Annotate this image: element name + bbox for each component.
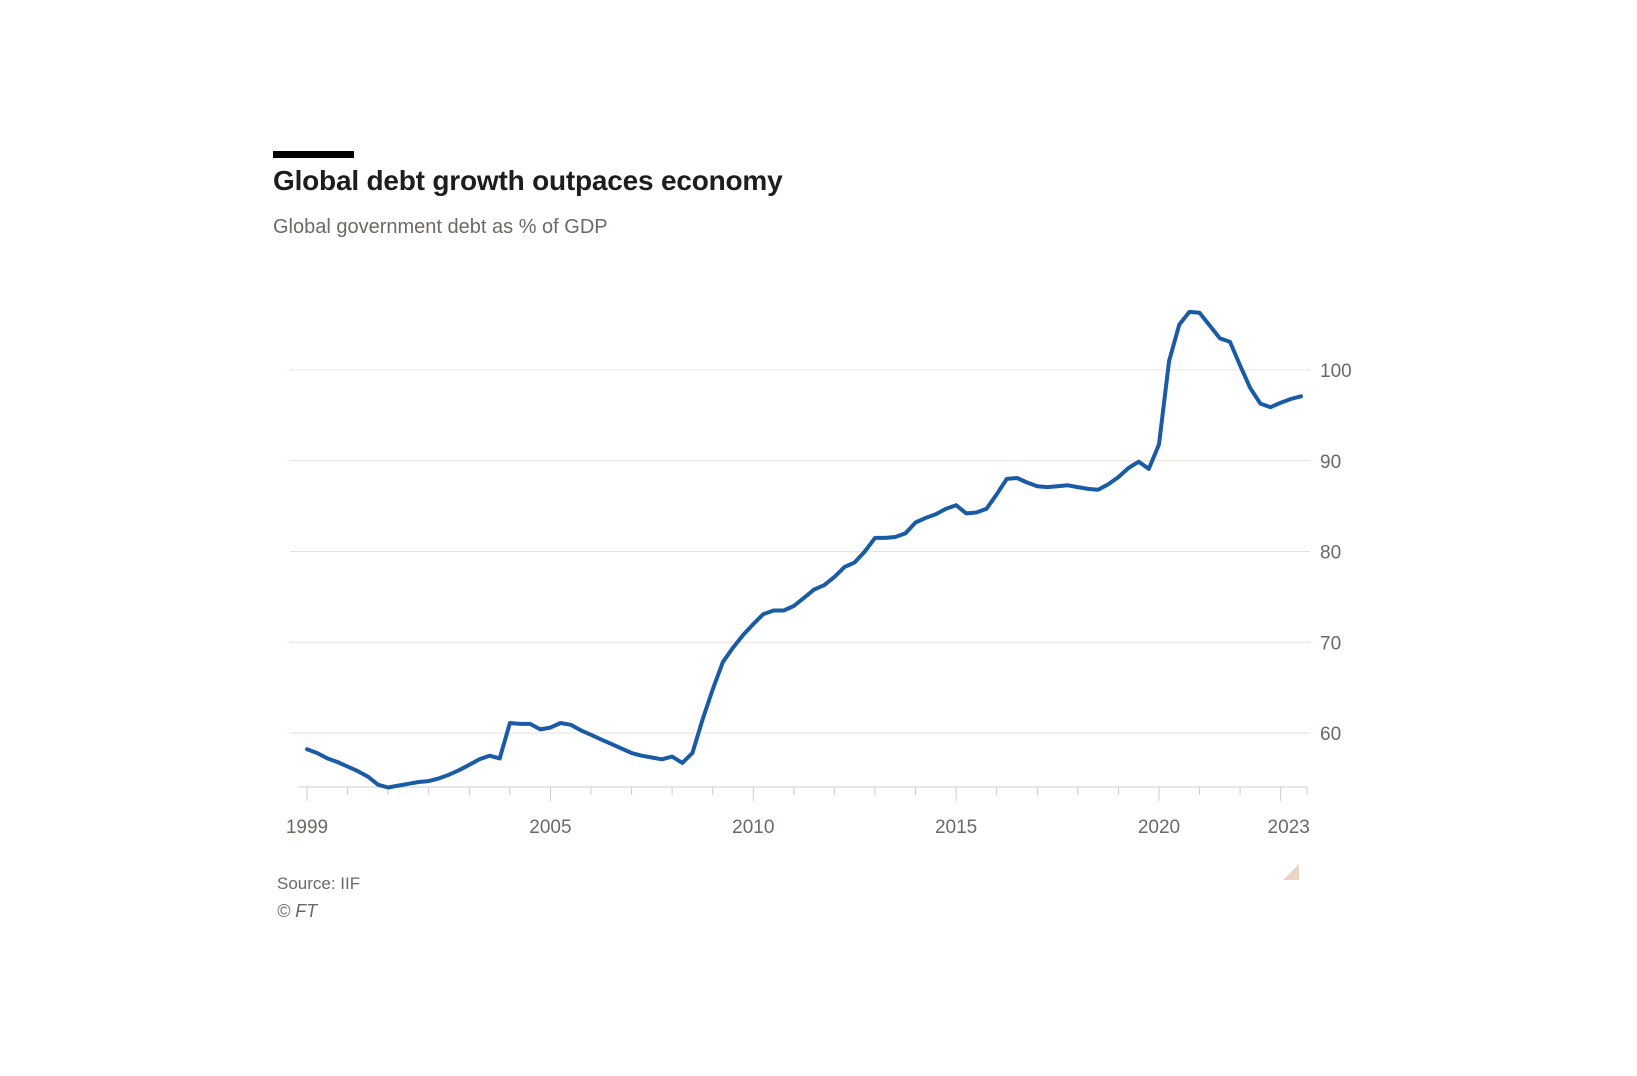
y-tick-label: 90: [1320, 452, 1341, 473]
x-tick-label: 1999: [286, 817, 328, 838]
y-tick-label: 60: [1320, 724, 1341, 745]
y-tick-label: 70: [1320, 633, 1341, 654]
chart-title: Global debt growth outpaces economy: [273, 165, 783, 196]
y-axis-labels: 60 70 80 90 100: [1320, 361, 1352, 745]
y-tick-label: 100: [1320, 361, 1352, 382]
resize-handle-icon: [1283, 864, 1299, 880]
chart-subtitle: Global government debt as % of GDP: [273, 216, 608, 238]
y-gridlines: [290, 369, 1310, 734]
ft-copyright: © FT: [277, 901, 318, 921]
title-kicker-bar: [273, 151, 354, 158]
x-tick-label: 2020: [1138, 817, 1180, 838]
x-tick-label: 2015: [935, 817, 977, 838]
x-axis-ticks: [306, 787, 1308, 801]
x-tick-label: 2010: [732, 817, 774, 838]
x-axis-labels: 1999 2005 2010 2015 2020 2023: [286, 817, 1310, 838]
x-tick-label: 2023: [1268, 817, 1310, 838]
x-tick-label: 2005: [529, 817, 571, 838]
y-tick-label: 80: [1320, 543, 1341, 564]
debt-line-series: [305, 309, 1303, 790]
source-note: Source: IIF: [277, 874, 361, 893]
